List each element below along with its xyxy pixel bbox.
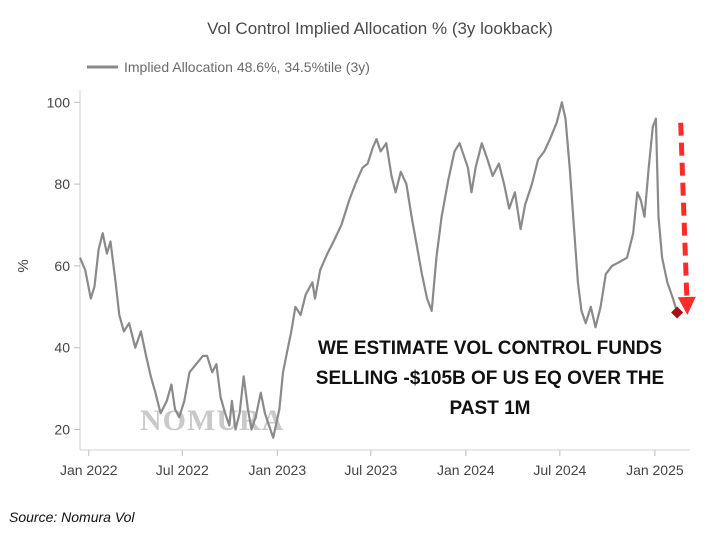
trend-arrow-shaft <box>678 122 690 298</box>
y-tick-label: 80 <box>54 176 70 192</box>
trend-arrow <box>677 122 696 315</box>
annotation: WE ESTIMATE VOL CONTROL FUNDS SELLING -$… <box>316 338 664 419</box>
x-tick-label: Jan 2022 <box>60 462 118 478</box>
annotation-line-3: PAST 1M <box>450 398 531 419</box>
y-tick-label: 20 <box>54 422 70 438</box>
highlight-marker-layer <box>671 306 684 319</box>
x-tick-label: Jul 2023 <box>344 462 397 478</box>
x-tick-label: Jul 2022 <box>156 462 209 478</box>
x-ticks: Jan 2022 Jul 2022 Jan 2023 Jul 2023 Jan 2024… <box>60 450 684 478</box>
series-line <box>78 101 679 439</box>
series-layer <box>78 101 679 439</box>
trend-arrow-head <box>677 296 696 315</box>
x-tick-label: Jan 2024 <box>437 462 495 478</box>
annotation-line-1: WE ESTIMATE VOL CONTROL FUNDS <box>318 338 662 359</box>
annotation-line-2: SELLING -$105B OF US EQ OVER THE <box>316 368 664 389</box>
y-ticks: 20 40 60 80 100 <box>47 94 80 438</box>
source-note: Source: Nomura Vol <box>9 509 135 525</box>
y-tick-label: 100 <box>47 94 71 110</box>
chart: Vol Control Implied Allocation % (3y loo… <box>15 19 696 478</box>
axes <box>79 90 690 451</box>
y-axis-label: % <box>15 259 32 272</box>
legend-label: Implied Allocation 48.6%, 34.5%tile (3y) <box>124 59 370 75</box>
y-tick-label: 60 <box>54 258 70 274</box>
x-tick-label: Jan 2025 <box>626 462 684 478</box>
y-tick-label: 40 <box>54 340 70 356</box>
chart-title: Vol Control Implied Allocation % (3y loo… <box>207 19 553 38</box>
x-tick-label: Jan 2023 <box>249 462 307 478</box>
legend: Implied Allocation 48.6%, 34.5%tile (3y) <box>87 59 370 75</box>
highlight-marker <box>671 306 684 319</box>
watermark: NOMURA <box>140 404 284 437</box>
x-tick-label: Jul 2024 <box>533 462 586 478</box>
